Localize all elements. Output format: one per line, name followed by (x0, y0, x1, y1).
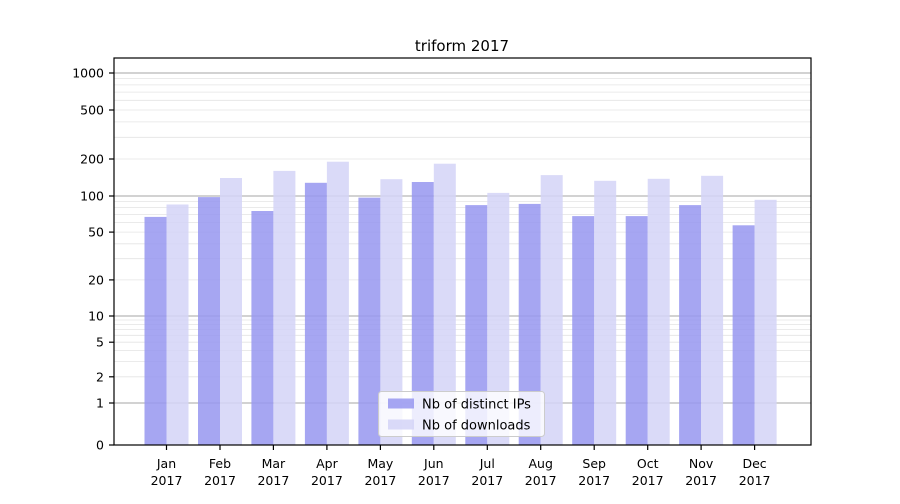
x-tick-label-year-mar: 2017 (257, 473, 289, 488)
bar-downloads-oct (647, 178, 670, 446)
legend-label-downloads: Nb of downloads (422, 419, 531, 434)
bar-distinct-ips-oct (625, 216, 648, 445)
y-tick-label-500: 500 (80, 103, 104, 118)
x-tick-label-month-mar: Mar (262, 456, 286, 471)
bars-group (144, 161, 777, 446)
x-tick-label-year-may: 2017 (364, 473, 396, 488)
x-tick-label-month-apr: Apr (316, 456, 338, 471)
x-axis: Jan 2017 Feb 2017 Mar 2017 Apr 2017 May 2017 Jun 20… (151, 445, 771, 488)
legend-swatch-distinct-ips (388, 398, 414, 409)
y-tick-label-0: 0 (96, 438, 104, 453)
x-tick-label-year-aug: 2017 (525, 473, 557, 488)
bar-distinct-ips-sep (572, 216, 595, 445)
bar-downloads-feb (220, 178, 242, 445)
x-tick-label-year-jul: 2017 (471, 473, 503, 488)
legend: Nb of distinct IPs Nb of downloads (378, 391, 545, 437)
y-tick-label-100: 100 (80, 189, 104, 204)
bar-distinct-ips-may (358, 197, 381, 445)
x-tick-label-month-sep: Sep (582, 456, 606, 471)
bar-distinct-ips-jul (465, 205, 488, 445)
x-tick-label-year-feb: 2017 (204, 473, 236, 488)
bar-downloads-apr (326, 161, 349, 445)
x-tick-label-month-jan: Jan (156, 456, 176, 471)
y-axis: 0 1 2 5 10 20 50 100 200 500 1000 (72, 66, 114, 453)
x-tick-label-month-dec: Dec (742, 456, 766, 471)
y-tick-label-5: 5 (96, 335, 104, 350)
x-tick-label-month-nov: Nov (689, 456, 714, 471)
legend-label-distinct-ips: Nb of distinct IPs (422, 398, 531, 413)
legend-box (378, 391, 545, 437)
bar-distinct-ips-aug (518, 203, 541, 445)
plot-border (113, 57, 812, 446)
bar-downloads-aug (540, 175, 563, 445)
bar-downloads-nov (701, 175, 724, 446)
bar-distinct-ips-apr (304, 182, 327, 446)
bar-downloads-dec (754, 199, 777, 445)
bar-downloads-sep (594, 180, 617, 446)
chart-title: triform 2017 (415, 37, 509, 55)
x-tick-label-year-dec: 2017 (739, 473, 771, 488)
y-tick-label-20: 20 (88, 272, 104, 287)
bar-downloads-jan (166, 204, 189, 445)
y-tick-label-50: 50 (88, 225, 104, 240)
y-tick-label-1: 1 (96, 396, 104, 411)
x-tick-label-month-may: May (367, 456, 393, 471)
x-tick-label-month-aug: Aug (528, 456, 552, 471)
bar-distinct-ips-dec (732, 225, 755, 445)
bar-downloads-jul (487, 192, 510, 445)
x-tick-label-year-nov: 2017 (685, 473, 717, 488)
x-tick-label-month-feb: Feb (209, 456, 231, 471)
x-tick-label-year-apr: 2017 (311, 473, 343, 488)
x-tick-label-month-oct: Oct (637, 456, 659, 471)
y-tick-label-2: 2 (96, 369, 104, 384)
bar-downloads-jun (433, 163, 456, 445)
legend-swatch-downloads (388, 419, 414, 430)
x-tick-label-year-jun: 2017 (418, 473, 450, 488)
x-tick-label-year-sep: 2017 (578, 473, 610, 488)
bar-downloads-mar (273, 170, 296, 445)
y-tick-label-200: 200 (80, 152, 104, 167)
bar-distinct-ips-feb (198, 197, 220, 445)
bar-downloads-may (380, 179, 403, 445)
y-tick-label-10: 10 (88, 309, 104, 324)
bar-distinct-ips-mar (251, 211, 274, 445)
x-tick-label-month-jul: Jul (479, 456, 495, 471)
y-tick-label-1000: 1000 (72, 66, 104, 81)
bar-distinct-ips-nov (679, 205, 702, 445)
x-tick-label-month-jun: Jun (423, 456, 444, 471)
bar-distinct-ips-jan (144, 216, 167, 445)
x-tick-label-year-oct: 2017 (632, 473, 664, 488)
x-tick-label-year-jan: 2017 (151, 473, 183, 488)
bar-distinct-ips-jun (411, 182, 434, 445)
